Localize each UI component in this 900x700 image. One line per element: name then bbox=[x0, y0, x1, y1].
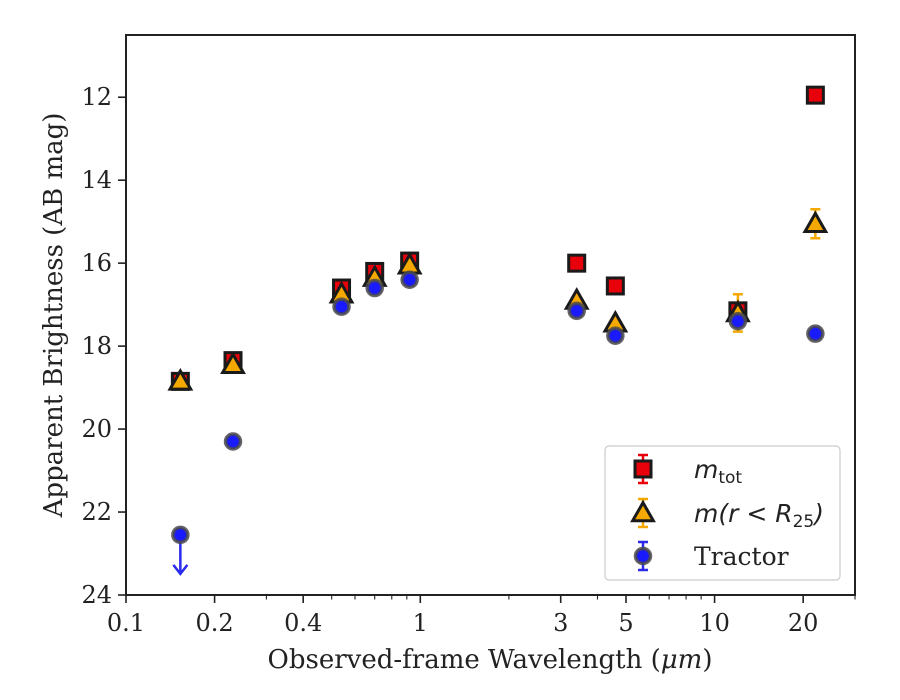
point-circle bbox=[332, 297, 351, 316]
x-axis-label-prefix: Observed-frame Wavelength ( bbox=[268, 645, 661, 675]
legend-label-tail: ) bbox=[812, 499, 824, 528]
data-point bbox=[567, 301, 586, 321]
tick-labels: 0.1 0.2 0.4 1 3 5 10 20 12 14 16 18 20 22 24 bbox=[81, 83, 818, 637]
data-point bbox=[728, 311, 748, 331]
point-circle bbox=[806, 324, 825, 343]
legend-entry: Tractor bbox=[633, 540, 789, 572]
legend-label: m(r < R25) bbox=[694, 499, 824, 532]
x-tick-label: 10 bbox=[699, 609, 730, 637]
point-circle bbox=[728, 311, 748, 331]
data-point bbox=[567, 253, 587, 273]
x-tick-label: 1 bbox=[413, 609, 428, 637]
data-point bbox=[805, 85, 825, 105]
upper-limit-arrow-head bbox=[172, 564, 189, 576]
point-circle bbox=[606, 326, 625, 345]
legend-entry: mtot bbox=[633, 453, 742, 488]
data-point bbox=[223, 432, 243, 451]
legend-label: Tractor bbox=[694, 542, 789, 571]
point-triangle bbox=[220, 351, 246, 375]
legend-label: mtot bbox=[694, 455, 742, 488]
plot-frame bbox=[125, 34, 856, 596]
data-point bbox=[220, 351, 246, 375]
legend-square bbox=[633, 459, 653, 479]
legend-entry: m(r < R25) bbox=[630, 497, 824, 532]
point-triangle bbox=[167, 367, 194, 391]
x-axis-label: Observed-frame Wavelength (μm) bbox=[268, 645, 713, 675]
legend-label-math: m bbox=[694, 455, 718, 484]
point-circle bbox=[223, 432, 243, 451]
data-point bbox=[605, 276, 625, 296]
legend-label-subscript: 25 bbox=[793, 512, 815, 532]
legend-triangle bbox=[630, 499, 656, 523]
y-tick-label: 20 bbox=[81, 415, 112, 443]
legend-label-subscript: tot bbox=[718, 468, 742, 488]
data-point bbox=[167, 367, 194, 391]
point-square bbox=[805, 85, 825, 105]
data-point bbox=[400, 270, 419, 289]
y-tick-label: 14 bbox=[81, 166, 112, 194]
data-point bbox=[802, 207, 829, 240]
point-circle bbox=[365, 278, 384, 298]
y-tick-label: 18 bbox=[81, 332, 112, 360]
data-point bbox=[332, 297, 351, 316]
point-circle bbox=[171, 525, 190, 545]
y-axis-label: Apparent Brightness (AB mag) bbox=[39, 113, 69, 519]
x-tick-label: 0.4 bbox=[284, 609, 322, 637]
x-tick-label: 20 bbox=[788, 609, 819, 637]
point-circle bbox=[400, 270, 419, 289]
point-triangle bbox=[802, 210, 829, 234]
x-tick-label: 0.2 bbox=[196, 609, 234, 637]
series-triangle bbox=[167, 207, 829, 391]
legend-box bbox=[604, 445, 841, 581]
legend-label-math: m(r < R bbox=[694, 499, 793, 528]
x-tick-label: 0.1 bbox=[107, 609, 145, 637]
x-axis-label-unit: μm bbox=[661, 645, 703, 675]
y-tick-label: 22 bbox=[81, 498, 112, 526]
legend: mtot m(r < R25) Tractor bbox=[604, 445, 841, 581]
point-square bbox=[605, 276, 625, 296]
x-tick-label: 3 bbox=[553, 609, 568, 637]
x-tick-label: 5 bbox=[618, 609, 633, 637]
data-point bbox=[606, 326, 625, 345]
point-circle bbox=[567, 301, 586, 321]
y-tick-label: 12 bbox=[81, 83, 112, 111]
series-square bbox=[170, 85, 825, 391]
series-circle bbox=[171, 270, 825, 576]
data-point bbox=[365, 278, 384, 298]
y-tick-label: 16 bbox=[81, 249, 112, 277]
data-point bbox=[806, 324, 825, 343]
x-axis-label-suffix: ) bbox=[702, 645, 712, 675]
y-tick-label: 24 bbox=[81, 581, 112, 609]
data-point bbox=[171, 525, 190, 576]
legend-circle bbox=[633, 546, 653, 566]
point-square bbox=[567, 253, 587, 273]
data-marks bbox=[167, 85, 829, 576]
